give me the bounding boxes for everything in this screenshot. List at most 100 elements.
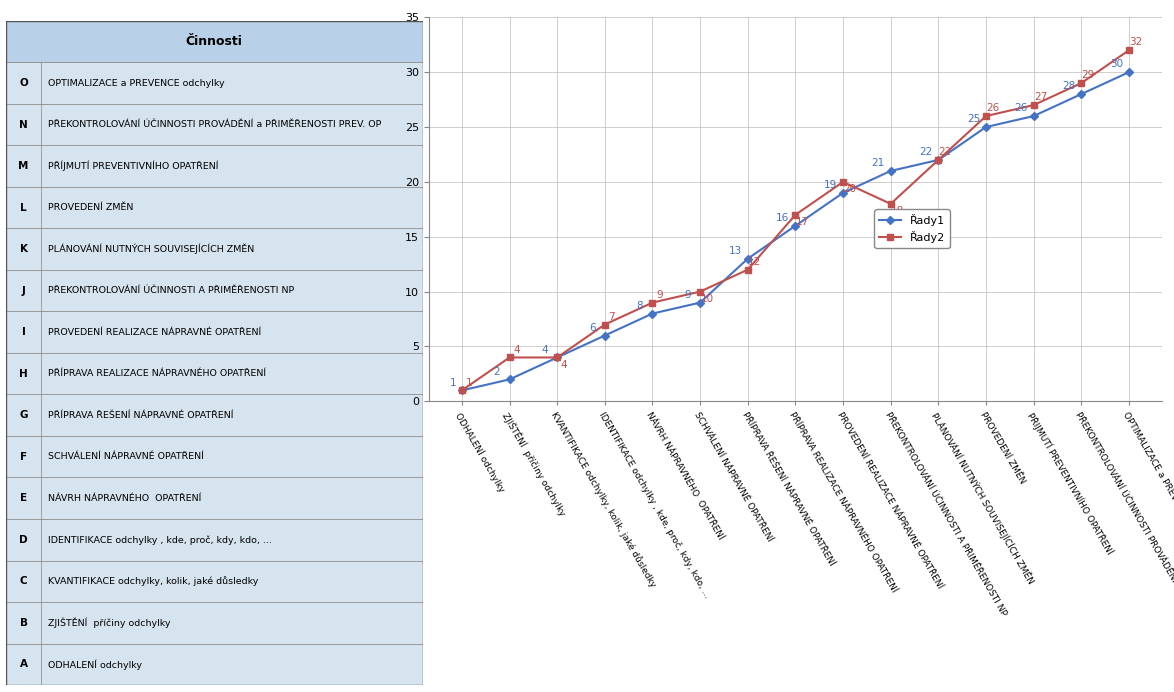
Text: G: G	[19, 410, 28, 420]
Text: 22: 22	[919, 147, 932, 157]
Řady1	[789, 221, 803, 230]
Text: ZJIŠTĚNÍ  příčiny odchylky: ZJIŠTĚNÍ příčiny odchylky	[47, 617, 170, 628]
Bar	[6, 145, 423, 187]
Text: PŘÍPRAVA REALIZACE NÁPRAVNÉHO OPATŘENÍ: PŘÍPRAVA REALIZACE NÁPRAVNÉHO OPATŘENÍ	[47, 369, 265, 379]
Text: 4: 4	[561, 360, 567, 370]
Řady1	[598, 331, 612, 340]
Řady2	[789, 210, 803, 219]
Text: 25: 25	[967, 114, 980, 125]
Text: 32: 32	[1129, 37, 1142, 48]
Text: SCHVÁLENÍ NÁPRAVNÉ OPATŘENÍ: SCHVÁLENÍ NÁPRAVNÉ OPATŘENÍ	[47, 452, 203, 462]
Text: 13: 13	[729, 246, 742, 256]
Řady1	[551, 354, 565, 362]
Text: 17: 17	[796, 217, 809, 227]
Text: 8: 8	[636, 301, 643, 311]
Text: 28: 28	[1062, 82, 1075, 91]
Text: L: L	[20, 203, 27, 212]
Text: 22: 22	[939, 147, 952, 157]
Legend: Řady1, Řady2: Řady1, Řady2	[875, 209, 950, 248]
Řady2	[931, 156, 945, 164]
Text: 12: 12	[748, 257, 761, 267]
Řady2	[646, 298, 660, 307]
Bar	[6, 21, 423, 62]
Text: PŘÍPRAVA ŘEŠENÍ NÁPRAVNÉ OPATŘENÍ: PŘÍPRAVA ŘEŠENÍ NÁPRAVNÉ OPATŘENÍ	[47, 410, 234, 420]
Bar	[6, 436, 423, 477]
Text: N: N	[19, 120, 28, 129]
Text: OPTIMALIZACE a PREVENCE odchylky: OPTIMALIZACE a PREVENCE odchylky	[47, 78, 224, 88]
Text: 4: 4	[513, 345, 520, 355]
Řady1	[454, 386, 468, 394]
Text: 1: 1	[450, 378, 457, 388]
Řady2	[454, 386, 468, 394]
Bar	[6, 519, 423, 561]
Řady2	[1122, 46, 1136, 55]
Text: 20: 20	[843, 184, 857, 194]
Řady2	[502, 354, 517, 362]
Text: 30: 30	[1109, 60, 1124, 69]
Řady1	[884, 167, 898, 175]
Text: 19: 19	[824, 180, 837, 190]
Řady2	[884, 200, 898, 208]
Řady1	[979, 123, 993, 131]
Text: PLÁNOVÁNÍ NUTNÝCH SOUVISEJÍCÍCH ZMĚN: PLÁNOVÁNÍ NUTNÝCH SOUVISEJÍCÍCH ZMĚN	[47, 244, 254, 255]
Text: KVANTIFIKACE odchylky, kolik, jaké důsledky: KVANTIFIKACE odchylky, kolik, jaké důsle…	[47, 576, 258, 586]
Řady1	[693, 298, 707, 307]
Bar	[6, 477, 423, 519]
Text: F: F	[20, 452, 27, 462]
Text: PROVEDENÍ ZMĚN: PROVEDENÍ ZMĚN	[47, 203, 133, 212]
Text: A: A	[20, 659, 27, 669]
Řady2	[1074, 79, 1088, 87]
Text: PROVEDENÍ REALIZACE NÁPRAVNÉ OPATŘENÍ: PROVEDENÍ REALIZACE NÁPRAVNÉ OPATŘENÍ	[47, 327, 261, 337]
Text: IDENTIFIKACE odchylky , kde, proč, kdy, kdo, ...: IDENTIFIKACE odchylky , kde, proč, kdy, …	[47, 535, 271, 545]
Text: 21: 21	[871, 158, 885, 168]
Text: 16: 16	[776, 213, 789, 223]
Řady2	[598, 320, 612, 329]
Bar	[6, 561, 423, 602]
Text: H: H	[19, 369, 28, 379]
Text: 6: 6	[589, 322, 595, 333]
Bar	[6, 602, 423, 644]
Řady2	[1026, 101, 1040, 109]
Řady2	[979, 112, 993, 120]
Text: B: B	[20, 618, 27, 628]
Text: 18: 18	[891, 206, 904, 217]
Text: PŘÍJMUTÍ PREVENTIVNÍHO OPATŘENÍ: PŘÍJMUTÍ PREVENTIVNÍHO OPATŘENÍ	[47, 161, 218, 172]
Text: ODHALENÍ odchylky: ODHALENÍ odchylky	[47, 659, 142, 670]
Bar	[6, 270, 423, 311]
Text: K: K	[20, 244, 27, 254]
Bar	[6, 62, 423, 104]
Řady2	[836, 178, 850, 186]
Bar	[6, 311, 423, 353]
Bar	[6, 353, 423, 394]
Text: 9: 9	[684, 290, 691, 300]
Bar	[6, 104, 423, 145]
Text: C: C	[20, 576, 27, 586]
Text: NÁVRH NÁPRAVNÉHO  OPATŘENÍ: NÁVRH NÁPRAVNÉHO OPATŘENÍ	[47, 493, 201, 503]
Text: Činnosti: Činnosti	[185, 35, 243, 48]
Řady2	[551, 354, 565, 362]
Line: Řady1: Řady1	[459, 69, 1132, 394]
Řady1	[931, 156, 945, 164]
Text: 29: 29	[1081, 71, 1095, 80]
Řady1	[836, 189, 850, 197]
Řady1	[502, 375, 517, 383]
Bar	[6, 187, 423, 228]
Řady1	[646, 309, 660, 318]
Bar	[6, 644, 423, 685]
Line: Řady2: Řady2	[459, 47, 1132, 394]
Text: PŘEKONTROLOVÁNÍ ÚČINNOSTI PROVÁDĚNÍ a PŘIMĚŘENOSTI PREV. OP: PŘEKONTROLOVÁNÍ ÚČINNOSTI PROVÁDĚNÍ a PŘ…	[47, 120, 380, 129]
Text: 4: 4	[541, 345, 548, 355]
Text: PŘEKONTROLOVÁNÍ ÚČINNOSTI A PŘIMĚŘENOSTI NP: PŘEKONTROLOVÁNÍ ÚČINNOSTI A PŘIMĚŘENOSTI…	[47, 286, 294, 295]
Řady1	[1074, 90, 1088, 98]
Text: J: J	[21, 286, 26, 295]
Řady1	[741, 255, 755, 263]
Text: O: O	[19, 78, 28, 88]
Text: I: I	[21, 327, 26, 337]
Bar	[6, 228, 423, 270]
Text: 2: 2	[494, 367, 500, 376]
Řady2	[741, 266, 755, 274]
Text: 10: 10	[701, 294, 714, 304]
Text: E: E	[20, 493, 27, 503]
Řady1	[1026, 112, 1040, 120]
Text: 9: 9	[656, 290, 662, 300]
